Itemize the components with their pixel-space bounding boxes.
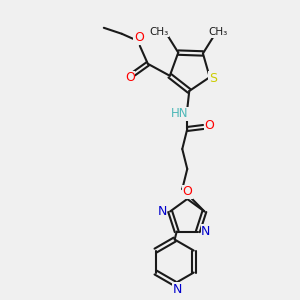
Text: O: O bbox=[125, 71, 135, 84]
Text: N: N bbox=[201, 225, 211, 238]
Text: O: O bbox=[182, 185, 192, 199]
Text: N: N bbox=[158, 205, 167, 218]
Text: O: O bbox=[134, 31, 144, 44]
Text: HN: HN bbox=[170, 107, 188, 121]
Text: S: S bbox=[209, 72, 217, 85]
Text: CH₃: CH₃ bbox=[208, 28, 228, 38]
Text: CH₃: CH₃ bbox=[150, 27, 169, 37]
Text: N: N bbox=[173, 283, 182, 296]
Text: O: O bbox=[204, 119, 214, 133]
